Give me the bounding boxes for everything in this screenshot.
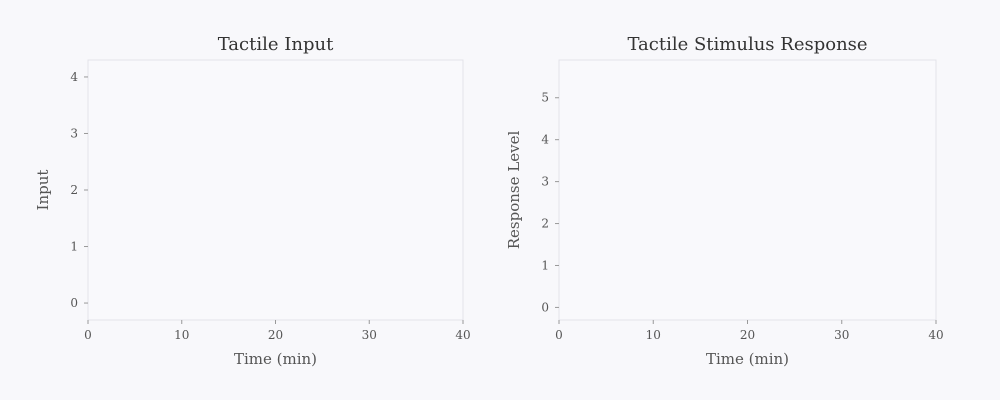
chart-1-x-tick-label: 40 (455, 328, 470, 342)
chart-1-y-tick-label: 4 (70, 70, 78, 84)
chart-2-x-axis-label: Time (min) (706, 350, 789, 368)
chart-1-plot-area (87, 59, 464, 321)
chart-1-x-tick-label: 30 (362, 328, 377, 342)
chart-2-x-tick-label: 0 (555, 328, 563, 342)
chart-2-x-tick-label: 30 (834, 328, 849, 342)
chart-2-y-tick-label: 4 (541, 133, 549, 147)
chart-2-plot-area (558, 59, 937, 321)
chart-1-y-axis-label: Input (34, 170, 52, 211)
chart-2-y-tick-label: 2 (541, 217, 549, 231)
chart-1-y-tick-label: 1 (70, 240, 78, 254)
chart-2-title: Tactile Stimulus Response (627, 34, 867, 55)
chart-2-y-tick-label: 1 (541, 258, 549, 272)
chart-2-x-tick-label: 20 (740, 328, 755, 342)
chart-2-x-tick-label: 40 (928, 328, 943, 342)
chart-1-y-tick-label: 2 (70, 183, 78, 197)
chart-2-y-tick-label: 3 (541, 175, 549, 189)
chart-2-y-tick-label: 5 (541, 91, 549, 105)
chart-1-title: Tactile Input (218, 34, 334, 55)
chart-1-x-tick-label: 0 (84, 328, 92, 342)
chart-1-x-tick-label: 10 (174, 328, 189, 342)
chart-2-x-tick-label: 10 (646, 328, 661, 342)
chart-1-y-tick-label: 0 (70, 296, 78, 310)
chart-1-x-axis-label: Time (min) (234, 350, 317, 368)
chart-1-x-tick-label: 20 (268, 328, 283, 342)
chart-2-y-axis-label: Response Level (505, 131, 523, 250)
chart-2-y-tick-label: 0 (541, 300, 549, 314)
chart-1-y-tick-label: 3 (70, 126, 78, 140)
